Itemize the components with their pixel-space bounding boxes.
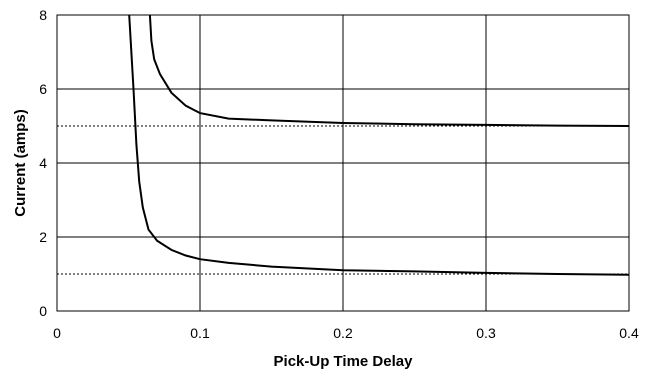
series-line-2 xyxy=(148,14,630,127)
y-tick-label: 6 xyxy=(39,81,47,97)
plot-frame xyxy=(56,14,630,312)
series-line-1 xyxy=(128,14,630,276)
y-tick-label: 2 xyxy=(39,229,47,245)
x-tick-label: 0.1 xyxy=(190,325,210,341)
grid-layer xyxy=(57,15,629,311)
y-tick-label: 4 xyxy=(39,155,47,171)
series-layer xyxy=(128,14,630,276)
y-tick-label: 0 xyxy=(39,303,47,319)
x-tick-label: 0.3 xyxy=(476,325,496,341)
tick-labels: 0 0.1 0.2 0.3 0.4 0 2 4 6 8 xyxy=(39,7,639,341)
x-tick-label: 0.4 xyxy=(619,325,639,341)
x-tick-label: 0.2 xyxy=(333,325,353,341)
y-axis-label: Current (amps) xyxy=(12,109,29,217)
y-tick-label: 8 xyxy=(39,7,47,23)
x-tick-label: 0 xyxy=(53,325,61,341)
x-axis-label: Pick-Up Time Delay xyxy=(274,353,414,370)
